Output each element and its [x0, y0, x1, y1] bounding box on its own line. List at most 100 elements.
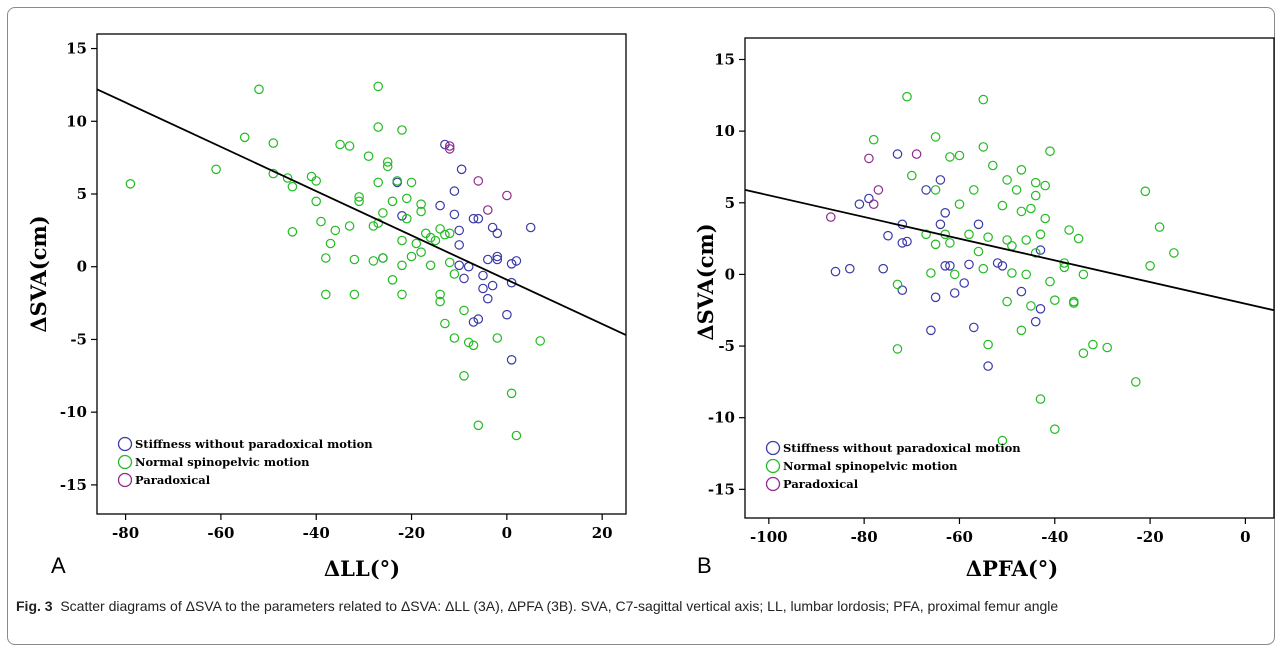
data-point-normal: [535, 336, 545, 346]
data-point-stiffness: [454, 225, 464, 236]
data-point-normal: [997, 435, 1008, 446]
data-point-normal: [930, 239, 941, 250]
data-point-paradoxical: [868, 199, 879, 209]
data-point-normal: [311, 176, 321, 186]
data-point-stiffness: [897, 285, 908, 295]
data-point-normal: [311, 196, 321, 207]
data-point-normal: [316, 216, 326, 227]
data-point-normal: [1102, 342, 1112, 353]
panel-a-points: [125, 81, 545, 441]
x-tick-label: -100: [750, 528, 788, 546]
data-point-normal: [1154, 222, 1165, 232]
data-point-normal: [1021, 235, 1031, 245]
data-point-normal: [211, 164, 221, 175]
y-tick-label: -15: [708, 480, 735, 498]
data-point-stiffness: [902, 236, 912, 247]
data-point-normal: [978, 94, 989, 105]
data-point-stiffness: [973, 219, 984, 230]
data-point-stiffness: [459, 273, 469, 284]
data-point-normal: [1073, 233, 1084, 244]
data-point-normal: [416, 199, 426, 209]
caption-label: Fig. 3: [16, 598, 53, 614]
figure-caption: Fig. 3 Scatter diagrams of ΔSVA to the p…: [16, 596, 1266, 616]
data-point-normal: [411, 238, 422, 249]
data-point-stiffness: [454, 260, 464, 271]
x-tick-label: -60: [946, 528, 973, 546]
legend-marker-paradoxical: [765, 476, 781, 492]
data-point-stiffness: [897, 238, 908, 248]
caption-text: Scatter diagrams of ΔSVA to the paramete…: [60, 598, 1059, 614]
data-point-normal: [892, 344, 903, 354]
panel-b-x-axis: -100 -80 -60 -40 -20 0: [750, 518, 1251, 546]
data-point-normal: [978, 263, 989, 274]
x-tick-label: 0: [1240, 528, 1250, 546]
data-point-normal: [430, 235, 441, 246]
data-point-normal: [945, 152, 955, 162]
data-point-stiffness: [935, 219, 946, 230]
data-point-normal: [363, 151, 374, 161]
data-point-paradoxical: [873, 185, 884, 195]
data-point-stiffness: [482, 293, 493, 304]
data-point-stiffness: [1030, 316, 1041, 327]
data-point-normal: [392, 176, 402, 186]
data-point-normal: [1078, 348, 1089, 358]
data-point-stiffness: [968, 322, 979, 333]
panel-a-regression-line: [96, 88, 627, 336]
data-point-normal: [287, 227, 298, 237]
data-point-normal: [416, 247, 426, 257]
data-point-stiffness: [926, 325, 936, 336]
data-point-stiffness: [945, 260, 955, 271]
data-point-paradoxical: [444, 141, 455, 151]
data-point-normal: [1035, 394, 1046, 404]
data-point-stiffness: [878, 263, 888, 274]
data-point-normal: [473, 420, 484, 431]
panel-a-letter: A: [51, 553, 66, 578]
data-point-normal: [1002, 296, 1012, 307]
data-point-paradoxical: [444, 144, 455, 154]
data-point-normal: [444, 228, 455, 239]
data-point-normal: [1069, 298, 1079, 308]
y-tick-label: -10: [708, 409, 735, 427]
data-point-paradoxical: [502, 190, 512, 201]
x-tick-label: 0: [502, 524, 512, 542]
y-tick-label: 10: [66, 112, 87, 130]
data-point-stiffness: [921, 185, 931, 195]
data-point-normal: [416, 206, 426, 217]
y-tick-label: -10: [60, 403, 87, 421]
data-point-normal: [1140, 186, 1151, 197]
data-point-normal: [373, 177, 383, 188]
data-point-normal: [373, 218, 383, 228]
data-point-normal: [320, 289, 331, 300]
data-point-normal: [368, 256, 379, 266]
data-point-stiffness: [454, 240, 464, 250]
panel-a-x-axis-title: ΔLL(°): [324, 556, 400, 581]
data-point-normal: [906, 170, 917, 181]
legend-marker-stiffness: [765, 440, 781, 456]
data-point-normal: [382, 157, 393, 167]
data-point-normal: [1131, 377, 1141, 387]
y-tick-label: 0: [725, 265, 735, 283]
data-point-stiffness: [506, 258, 517, 269]
data-point-stiffness: [959, 278, 969, 288]
data-point-paradoxical: [482, 205, 493, 215]
data-point-normal: [1016, 206, 1027, 217]
panel-b-regression-line: [744, 189, 1275, 312]
data-point-normal: [287, 181, 298, 192]
data-point-stiffness: [964, 259, 974, 270]
data-point-normal: [930, 132, 941, 142]
data-point-stiffness: [883, 230, 893, 241]
data-point-normal: [1002, 175, 1012, 185]
data-point-normal: [1040, 180, 1050, 191]
legend-label-normal: Normal spinopelvic motion: [783, 459, 958, 473]
data-point-normal: [435, 289, 445, 300]
data-point-stiffness: [397, 211, 407, 221]
data-point-stiffness: [949, 288, 960, 298]
data-point-paradoxical: [911, 149, 922, 159]
data-point-normal: [978, 142, 989, 152]
data-point-normal: [511, 430, 522, 441]
data-point-stiffness: [492, 251, 503, 262]
panel-b-letter: B: [697, 553, 712, 578]
data-point-normal: [1145, 260, 1155, 271]
legend-marker-normal: [117, 454, 133, 470]
x-tick-label: -20: [398, 524, 425, 542]
